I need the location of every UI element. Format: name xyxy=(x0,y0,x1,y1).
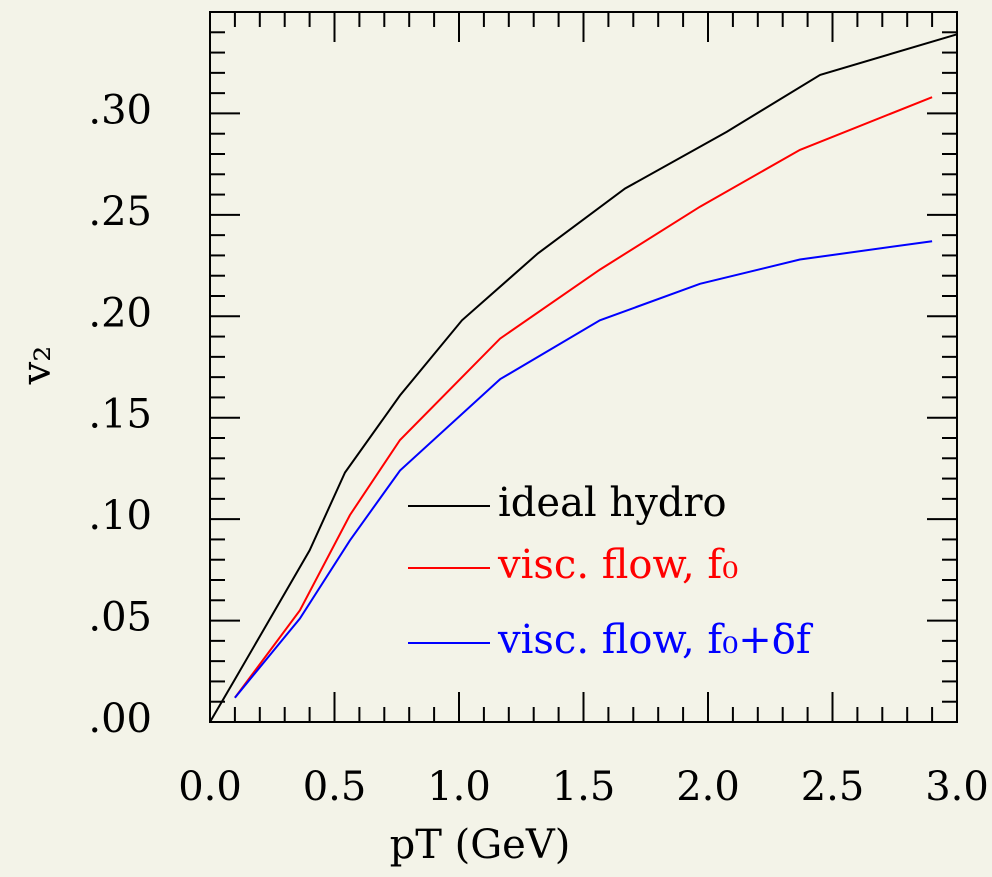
x-tick-label: 2.5 xyxy=(801,764,865,810)
x-axis-label: pT (GeV) xyxy=(390,822,571,868)
y-tick-label: .10 xyxy=(88,493,152,539)
series-line xyxy=(234,96,933,699)
y-tick-label: .15 xyxy=(88,392,152,438)
y-tick-label: .20 xyxy=(88,290,152,336)
x-tick-label: 2.0 xyxy=(676,764,740,810)
y-tick-label: .00 xyxy=(88,696,152,742)
series-line xyxy=(234,240,933,699)
x-tick-label: 0.0 xyxy=(178,764,242,810)
y-tick-label: .05 xyxy=(88,595,152,641)
legend-label: visc. flow, f₀ xyxy=(497,542,738,588)
y-axis-label: v₂ xyxy=(14,346,60,386)
x-tick-label: 3.0 xyxy=(925,764,989,810)
legend-label: ideal hydro xyxy=(498,480,727,526)
series-line xyxy=(209,33,958,723)
x-tick-label: 1.0 xyxy=(427,764,491,810)
y-tick-label: .30 xyxy=(88,87,152,133)
legend-label: visc. flow, f₀+δf xyxy=(497,617,814,663)
y-tick-label: .25 xyxy=(88,189,152,235)
x-tick-label: 0.5 xyxy=(303,764,367,810)
x-tick-label: 1.5 xyxy=(552,764,616,810)
